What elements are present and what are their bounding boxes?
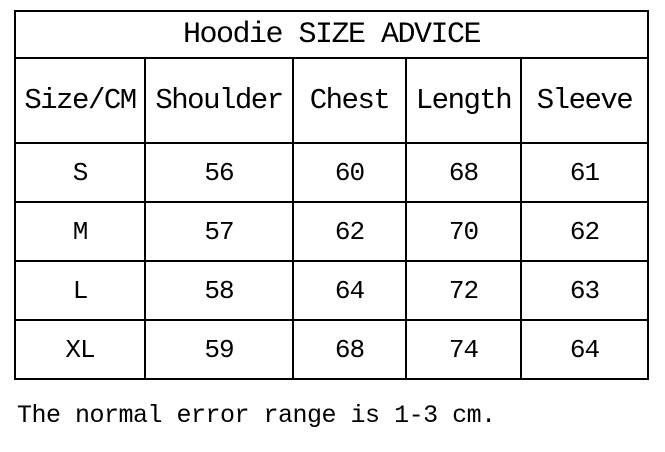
chest-value-cell: 60 — [292, 142, 407, 203]
length-value-cell: 72 — [405, 260, 522, 321]
table-title-row: Hoodie SIZE ADVICE — [14, 10, 649, 59]
shoulder-value-cell: 56 — [144, 142, 294, 203]
shoulder-value-cell: 59 — [144, 319, 294, 380]
sleeve-value-cell: 64 — [520, 319, 649, 380]
shoulder-value-cell: 58 — [144, 260, 294, 321]
shoulder-value-cell: 57 — [144, 201, 294, 262]
chest-value-cell: 64 — [292, 260, 407, 321]
size-cell: M — [14, 201, 146, 262]
table-header-row: Size/CM Shoulder Chest Length Sleeve — [14, 57, 649, 144]
sleeve-value-cell: 61 — [520, 142, 649, 203]
length-value-cell: 70 — [405, 201, 522, 262]
size-cell: S — [14, 142, 146, 203]
column-header-sleeve: Sleeve — [520, 57, 649, 144]
error-range-note: The normal error range is 1-3 cm. — [17, 401, 496, 430]
table-row-l: L 58 64 72 63 — [14, 260, 649, 321]
table-row-xl: XL 59 68 74 64 — [14, 319, 649, 380]
chest-value-cell: 62 — [292, 201, 407, 262]
sleeve-value-cell: 62 — [520, 201, 649, 262]
table-title: Hoodie SIZE ADVICE — [14, 10, 649, 59]
chest-value-cell: 68 — [292, 319, 407, 380]
table-row-m: M 57 62 70 62 — [14, 201, 649, 262]
column-header-shoulder: Shoulder — [144, 57, 294, 144]
size-cell: XL — [14, 319, 146, 380]
length-value-cell: 68 — [405, 142, 522, 203]
size-cell: L — [14, 260, 146, 321]
size-chart-table: Hoodie SIZE ADVICE Size/CM Shoulder Ches… — [14, 10, 649, 380]
column-header-chest: Chest — [292, 57, 407, 144]
column-header-size-cm: Size/CM — [14, 57, 146, 144]
column-header-length: Length — [405, 57, 522, 144]
sleeve-value-cell: 63 — [520, 260, 649, 321]
table-row-s: S 56 60 68 61 — [14, 142, 649, 203]
length-value-cell: 74 — [405, 319, 522, 380]
